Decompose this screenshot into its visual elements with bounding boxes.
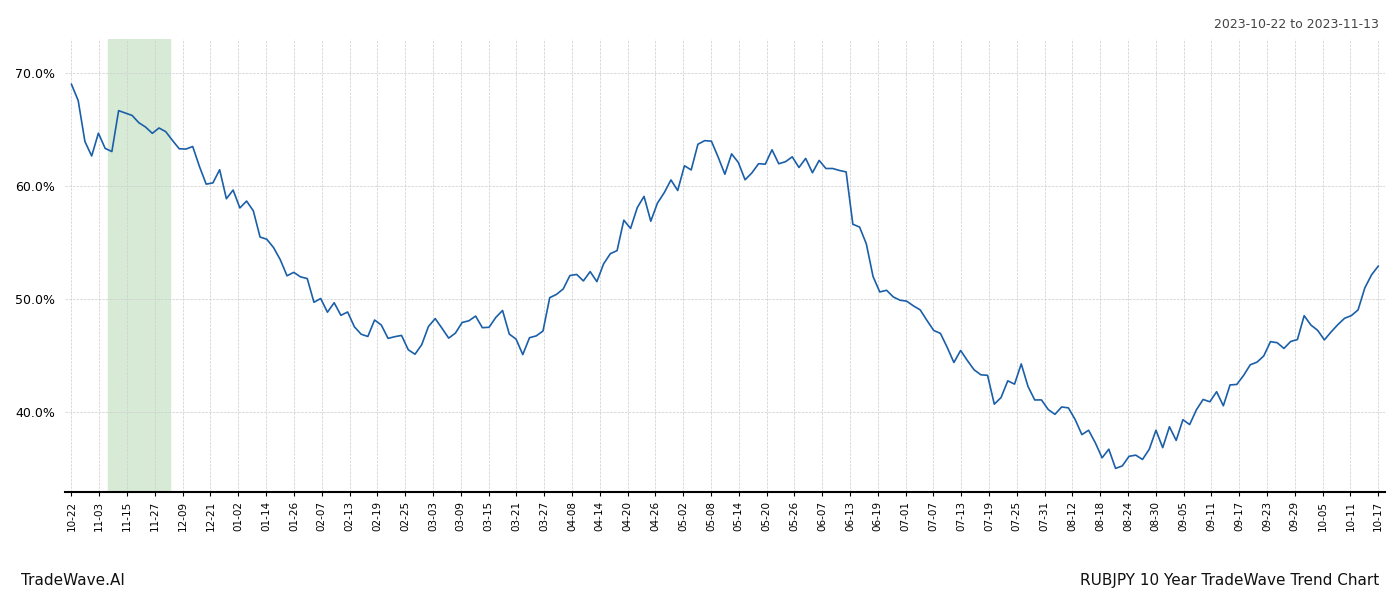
Text: RUBJPY 10 Year TradeWave Trend Chart: RUBJPY 10 Year TradeWave Trend Chart	[1079, 573, 1379, 588]
Text: TradeWave.AI: TradeWave.AI	[21, 573, 125, 588]
Bar	[108, 39, 169, 492]
Text: 2023-10-22 to 2023-11-13: 2023-10-22 to 2023-11-13	[1214, 18, 1379, 31]
